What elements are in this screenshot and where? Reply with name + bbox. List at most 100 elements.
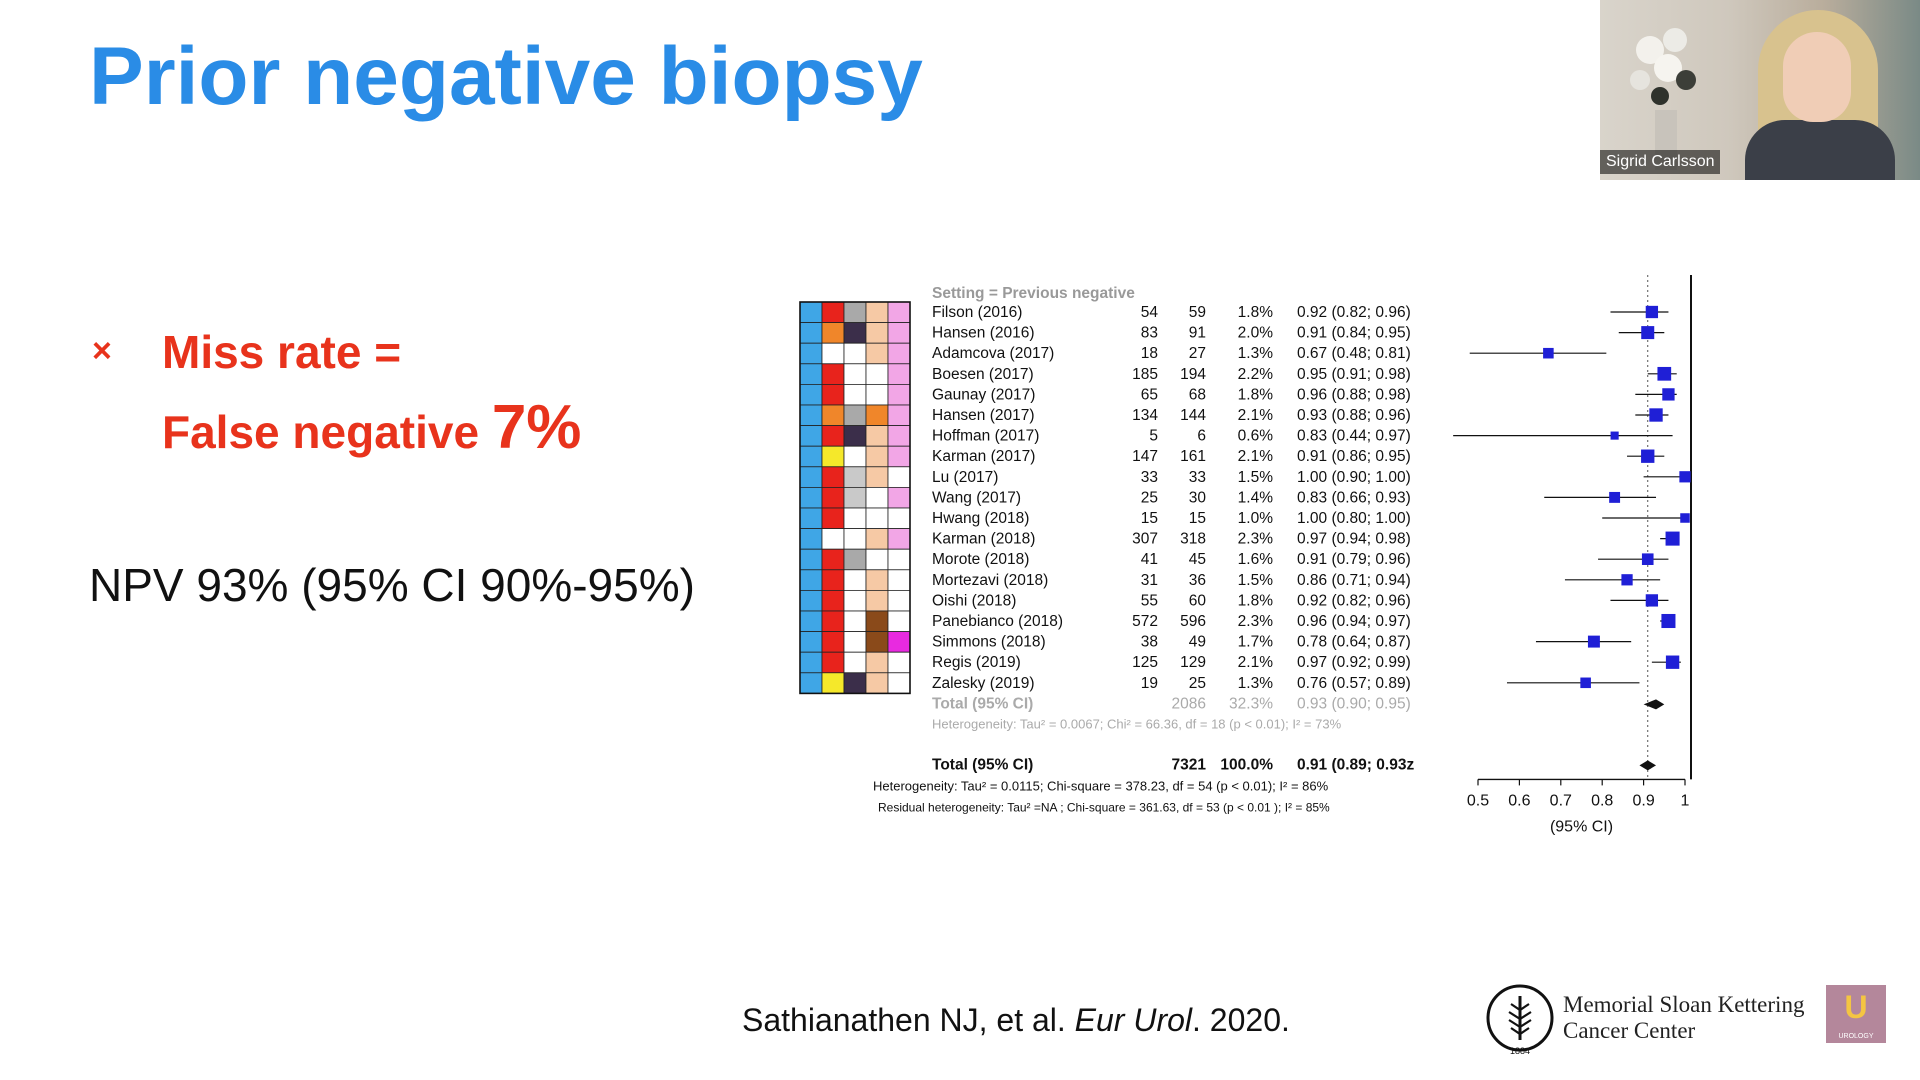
study-ci: 0.78 (0.64; 0.87) [1297,634,1411,651]
study-ci: 1.00 (0.90; 1.00) [1297,469,1411,486]
total-diamond [1639,760,1657,771]
study-name: Boesen (2017) [932,366,1034,383]
study-weight: 2.0% [1238,325,1274,342]
subtotal-diamond [1643,699,1665,710]
study-point [1580,677,1591,689]
logo-year: 1884 [1510,1046,1530,1056]
quality-cell [821,610,845,633]
study-events: 55 [1141,592,1158,609]
total-total: 7321 [1172,756,1207,773]
quality-cell [887,342,911,365]
x-tick-label: 0.5 [1467,792,1489,809]
x-tick-label: 0.9 [1632,792,1654,809]
urology-badge: U UROLOGY [1826,985,1886,1043]
quality-cell [799,631,823,653]
study-point [1587,635,1600,648]
quality-cell [865,589,889,612]
study-weight: 1.5% [1238,572,1274,589]
quality-grid-border [799,301,911,695]
study-point [1543,347,1554,359]
quality-cell [887,589,911,612]
quality-cell [821,569,845,591]
quality-cell [865,466,889,488]
quality-cell [865,425,889,447]
person-face [1783,32,1851,122]
study-ci: 0.86 (0.71; 0.94) [1297,572,1411,589]
quality-cell [821,672,845,694]
study-events: 25 [1141,489,1158,506]
logo-line1: Memorial Sloan Kettering [1563,992,1805,1017]
study-ci: 0.76 (0.57; 0.89) [1297,675,1411,692]
study-events: 83 [1141,325,1158,342]
quality-grid [799,301,911,695]
study-events: 33 [1141,469,1158,486]
setting-label: Setting = Previous negative [932,285,1135,302]
study-weight: 2.3% [1238,531,1274,548]
study-events: 307 [1132,531,1158,548]
study-total: 36 [1189,572,1206,589]
quality-cell [843,342,867,365]
quality-cell [843,445,867,468]
quality-cell [843,569,867,591]
study-total: 144 [1180,407,1206,424]
x-tick-label: 0.7 [1550,792,1572,809]
webcam-video-tile[interactable]: Sigrid Carlsson [1600,0,1920,180]
quality-cell [865,404,889,427]
person-body [1745,120,1895,180]
study-name: Morote (2018) [932,551,1029,568]
quality-cell [843,548,867,571]
quality-cell [865,342,889,365]
quality-cell [865,631,889,653]
study-events: 38 [1141,634,1158,651]
quality-cell [799,486,823,509]
quality-cell [865,548,889,571]
subtotal-heterogeneity: Heterogeneity: Tau² = 0.0067; Chi² = 66.… [932,716,1342,731]
bullet-x-icon: × [92,332,112,370]
study-point [1645,594,1659,607]
msk-logo-icon: 1884 [1486,984,1554,1056]
quality-cell [843,404,867,427]
study-weight: 2.2% [1238,366,1274,383]
study-weight: 1.3% [1238,345,1274,362]
quality-cell [865,322,889,344]
quality-cell [821,589,845,612]
study-ci: 0.96 (0.94; 0.97) [1297,613,1411,630]
study-point [1610,431,1619,440]
total-weight: 100.0% [1220,756,1273,773]
subtotal-total: 2086 [1172,695,1206,712]
study-events: 125 [1132,654,1158,671]
quality-cell [821,384,845,406]
study-point [1645,305,1659,319]
quality-cell [887,322,911,344]
subtotal-label: Total (95% CI) [932,695,1033,712]
quality-cell [799,589,823,612]
quality-cell [821,363,845,385]
study-name: Panebianco (2018) [932,613,1063,630]
study-ci: 0.91 (0.84; 0.95) [1297,325,1411,342]
study-total: 25 [1189,675,1206,692]
study-events: 65 [1141,386,1158,403]
quality-cell [865,651,889,674]
study-name: Regis (2019) [932,654,1021,671]
study-table: Setting = Previous negative Filson (2016)… [873,285,1414,814]
study-weight: 1.3% [1238,675,1274,692]
false-negative-label: False negative [162,406,492,458]
study-total: 161 [1180,448,1206,465]
quality-cell [865,672,889,694]
quality-cell [821,342,845,365]
study-ci: 0.67 (0.48; 0.81) [1297,345,1411,362]
quality-cell [843,528,867,550]
quality-cell [843,651,867,674]
quality-cell [799,445,823,468]
study-events: 18 [1141,345,1158,362]
study-name: Oishi (2018) [932,592,1016,609]
quality-cell [821,548,845,571]
study-total: 194 [1180,366,1206,383]
quality-cell [865,507,889,530]
logo-line2: Cancer Center [1563,1018,1696,1043]
study-ci: 0.92 (0.82; 0.96) [1297,592,1411,609]
study-name: Filson (2016) [932,304,1022,321]
npv-text: NPV 93% (95% CI 90%-95%) [89,559,695,611]
study-weight: 2.1% [1238,407,1274,424]
study-name: Wang (2017) [932,489,1021,506]
